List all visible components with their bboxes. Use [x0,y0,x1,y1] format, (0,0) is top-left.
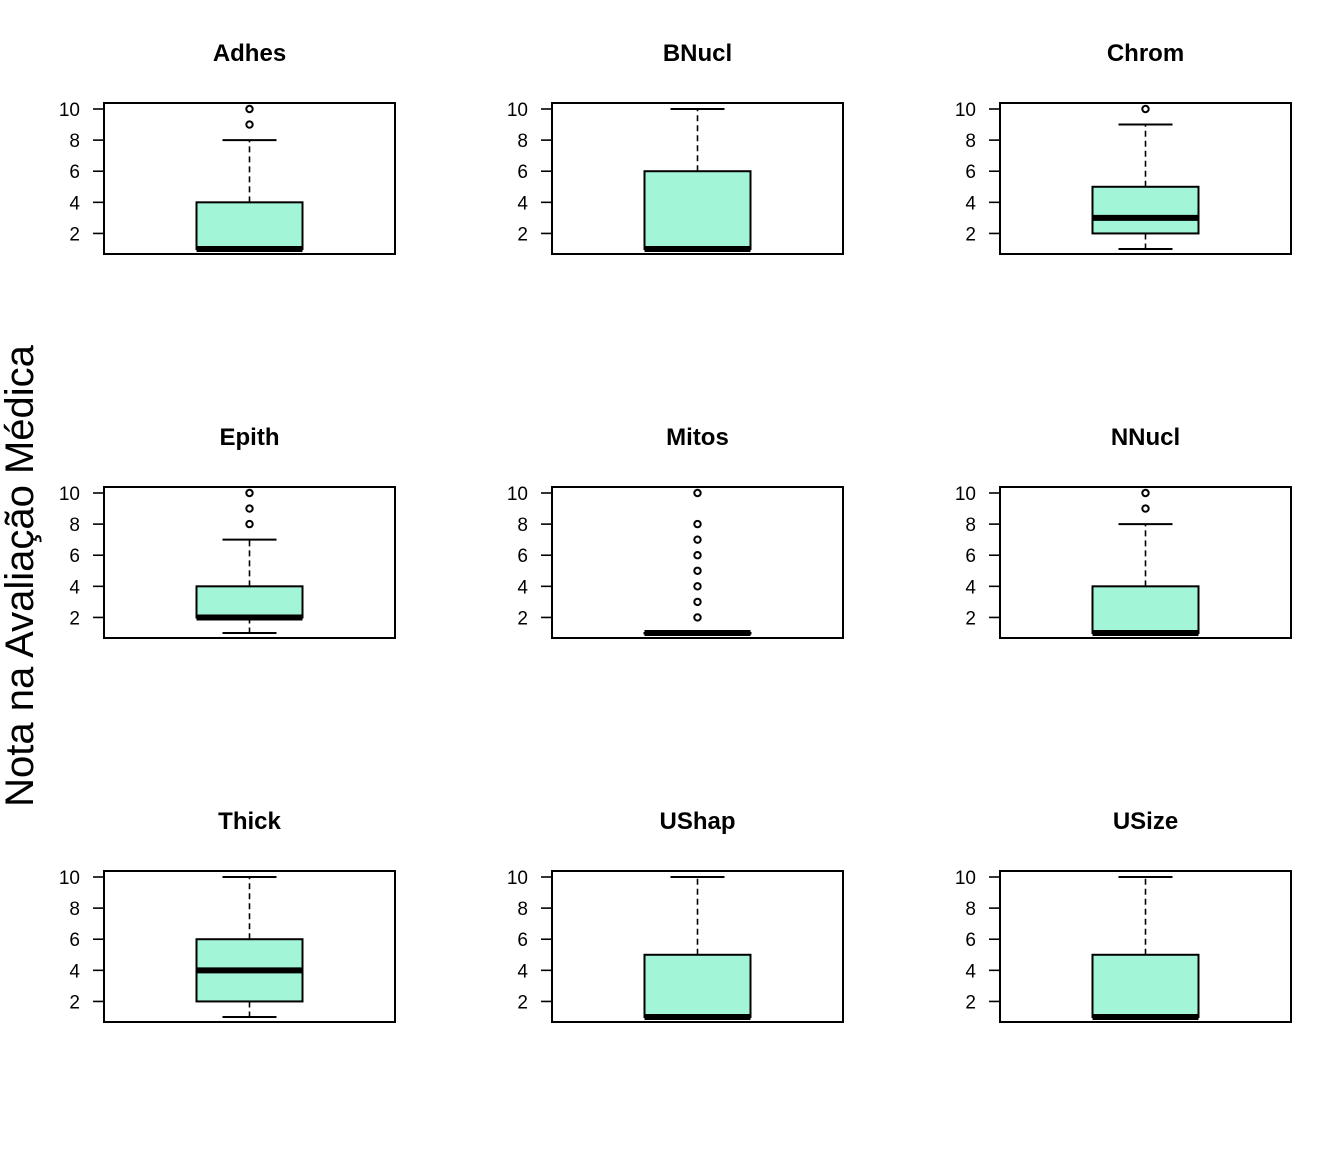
outlier-point [693,613,702,622]
y-tick-label: 6 [517,162,528,183]
panel-title: UShap [659,808,735,835]
y-tick-label: 10 [507,100,528,121]
y-tick-label: 10 [955,100,976,121]
y-tick-label: 4 [69,577,80,598]
outlier-point [693,519,702,529]
iqr-box [1091,185,1200,235]
y-tick-label: 10 [59,100,80,121]
outlier-point [245,488,254,498]
panel-mitos: Mitos 2 4 6 8 10 [507,424,844,639]
y-tick-label: 4 [965,577,976,598]
panel-title: Thick [218,808,281,835]
outlier-point [693,566,702,575]
iqr-box [643,170,752,251]
iqr-box [195,201,304,250]
panel-title: Chrom [1107,40,1184,67]
y-tick-label: 10 [955,484,976,505]
outlier-point [245,104,254,114]
y-tick-label: 6 [517,546,528,567]
outlier-point [1141,104,1150,114]
y-tick-label: 10 [507,484,528,505]
y-tick-label: 4 [517,577,528,598]
y-tick-label: 2 [965,992,976,1013]
y-tick-label: 8 [965,515,976,536]
plot-frame [103,870,396,1023]
outlier-point [1141,488,1150,498]
y-tick-label: 6 [965,162,976,183]
panel-title: Mitos [666,424,729,451]
outlier-point [693,597,702,607]
outlier-point [693,488,702,498]
y-tick-label: 4 [69,193,80,214]
y-tick-label: 2 [517,608,528,629]
panel-bnucl: BNucl 2 4 6 8 10 [507,40,844,255]
plot-frame [999,486,1292,639]
y-tick-label: 2 [69,224,80,245]
iqr-box [1091,585,1200,634]
plot-frame [999,102,1292,255]
y-tick-label: 8 [517,515,528,536]
plot-frame [103,486,396,639]
panel-title: Epith [220,424,280,451]
outlier-point [693,551,702,560]
panels: Adhes 2 4 6 8 10 BNucl 2 4 6 8 10 Chrom 2 4 6 8 10 Epith 2 4… [59,40,1292,1023]
y-tick-label: 8 [965,899,976,920]
y-tick-label: 4 [69,961,80,982]
outlier-point [245,519,254,529]
y-tick-label: 4 [965,961,976,982]
y-tick-label: 2 [69,608,80,629]
y-tick-label: 4 [517,961,528,982]
y-tick-label: 8 [69,515,80,536]
plot-frame [551,486,844,639]
iqr-box [643,953,752,1018]
y-tick-label: 6 [965,546,976,567]
y-tick-label: 8 [517,131,528,152]
y-tick-label: 6 [69,546,80,567]
y-tick-label: 2 [517,224,528,245]
outlier-point [1141,504,1150,513]
y-tick-label: 8 [69,899,80,920]
plot-frame [551,102,844,255]
plot-frame [999,870,1292,1023]
plot-frame [551,870,844,1023]
panel-epith: Epith 2 4 6 8 10 [59,424,396,639]
y-tick-label: 10 [59,868,80,889]
panel-chrom: Chrom 2 4 6 8 10 [955,40,1292,255]
y-tick-label: 6 [69,930,80,951]
panel-nnucl: NNucl 2 4 6 8 10 [955,424,1292,639]
y-tick-label: 6 [69,162,80,183]
y-tick-label: 2 [69,992,80,1013]
y-tick-label: 6 [965,930,976,951]
y-tick-label: 2 [517,992,528,1013]
y-tick-label: 6 [517,930,528,951]
outlier-point [693,582,702,591]
panel-title: BNucl [663,40,732,67]
y-tick-label: 10 [59,484,80,505]
panel-title: Adhes [213,40,286,67]
plot-frame [103,102,396,255]
y-tick-label: 8 [965,131,976,152]
panel-adhes: Adhes 2 4 6 8 10 [59,40,396,255]
panel-thick: Thick 2 4 6 8 10 [59,808,396,1023]
y-tick-label: 8 [517,899,528,920]
outlier-point [245,120,254,129]
panel-title: NNucl [1111,424,1180,451]
outlier-point [245,504,254,513]
panel-ushap: UShap 2 4 6 8 10 [507,808,844,1023]
y-axis-label: Nota na Avaliação Médica [0,344,42,807]
y-tick-label: 8 [69,131,80,152]
y-tick-label: 2 [965,224,976,245]
iqr-box [1091,953,1200,1018]
panel-title: USize [1113,808,1178,835]
y-tick-label: 4 [517,193,528,214]
outlier-point [693,535,702,544]
y-tick-label: 4 [965,193,976,214]
y-tick-label: 10 [955,868,976,889]
y-tick-label: 2 [965,608,976,629]
panel-usize: USize 2 4 6 8 10 [955,808,1292,1023]
iqr-box [195,585,304,619]
y-tick-label: 10 [507,868,528,889]
